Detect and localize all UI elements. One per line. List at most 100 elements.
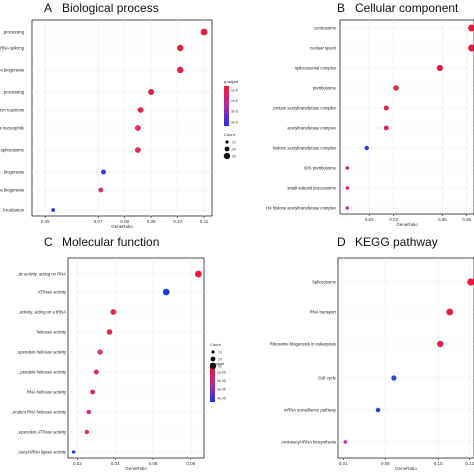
category-label: Aminoacyl-tRNA biosynthesis	[281, 440, 336, 445]
legend-size-label: 20	[218, 357, 222, 361]
x-tick-label: 0.13	[465, 461, 474, 466]
category-label: preribosome	[313, 86, 337, 91]
data-point	[90, 389, 95, 395]
category-label: acetyltransferase complex	[287, 126, 337, 131]
legend-size-dot	[209, 362, 217, 370]
data-point	[137, 107, 144, 113]
category-label: nuclear speck	[310, 46, 337, 51]
x-axis-title: GeneRatio	[111, 224, 133, 229]
category-label: RNA helicase activity	[27, 390, 67, 395]
category-label: centrosome	[314, 26, 337, 31]
x-tick-label: 0.10	[173, 219, 182, 224]
data-point	[97, 349, 103, 355]
data-point	[177, 66, 184, 74]
x-tick-label: 0.02	[73, 461, 82, 466]
legend-color-tick: 4e-5	[231, 120, 238, 124]
category-label: ..activity, acting on a tRNA	[17, 310, 66, 315]
data-point	[162, 288, 170, 296]
legend-color-title: p.adjust	[210, 361, 225, 366]
panel-d: D KEGG pathway 0.01 0.05 0.10 0.13 Spliceosome…	[270, 235, 474, 471]
category-label: helicase activity	[37, 330, 67, 335]
category-label: ..RNA splicing	[0, 46, 25, 51]
x-axis-title: GeneRatio	[125, 466, 147, 471]
category-label: ..biogenesis	[2, 170, 24, 175]
category-label: ..localization	[1, 208, 25, 213]
legend-color-tick: 2e-05	[217, 379, 226, 383]
category-label: ..processing	[1, 30, 24, 35]
category-label: spliceosomal complex	[295, 66, 337, 71]
legend-size-dot	[224, 146, 230, 152]
legend: p.adjust 1e-05 2e-05 3e-05 4e-05 Count 10 20 30	[209, 342, 226, 402]
x-tick-label: 0.05	[381, 461, 390, 466]
plot-frame	[67, 257, 205, 459]
legend-color-tick: 1e-05	[217, 370, 226, 374]
category-label: Ribosome biogenesis in eukaryotes	[270, 342, 336, 347]
data-point	[200, 28, 208, 36]
category-label: small-subunit processome	[287, 186, 336, 191]
category-label: ..tic activity, acting on RNA	[17, 272, 67, 277]
data-point	[148, 89, 155, 95]
panel-letter: D	[337, 235, 346, 249]
panel-letter: B	[337, 1, 345, 15]
panel-title: Cellular component	[355, 1, 459, 15]
x-tick-label: 0.02	[365, 217, 374, 222]
legend-color-title: p.adjust	[224, 79, 239, 84]
legend-color-tick: 4e-05	[217, 396, 226, 400]
legend-size-label: 10	[232, 140, 236, 144]
category-label: ..complex biogenesis	[0, 68, 24, 73]
legend-size-title: Count	[224, 132, 236, 137]
panel-title: KEGG pathway	[355, 235, 438, 249]
x-tick-label: 0.08	[120, 219, 129, 224]
data-point	[391, 375, 397, 381]
category-label: histone acetyltransferase complex	[273, 146, 337, 151]
panel-title: Biological process	[62, 1, 159, 15]
legend-size-label: 30	[232, 154, 236, 158]
data-point	[84, 429, 90, 435]
data-point	[437, 340, 444, 348]
x-tick-label: 0.05	[41, 219, 50, 224]
data-point	[134, 125, 141, 131]
data-point	[345, 186, 350, 190]
data-point	[134, 147, 141, 153]
x-tick-label: 0.05	[438, 217, 447, 222]
category-label: 90S preribosome	[304, 166, 337, 171]
data-point	[71, 450, 76, 454]
x-tick-label: 0.01	[339, 461, 348, 466]
panel-b: B Cellular component 0.02 0.03 0.05 0.06 centr…	[266, 1, 474, 227]
category-label: ..endent RNA helicase activity	[11, 410, 67, 415]
x-axis-title: GeneRatio	[395, 466, 417, 471]
category-label: ..transesterification reactions with bul…	[0, 126, 25, 131]
x-tick-label: 0.09	[147, 219, 156, 224]
category-label: ..processing	[1, 90, 24, 95]
legend-size-label: 20	[232, 147, 236, 151]
x-tick-label: 0.07	[94, 219, 103, 224]
data-point	[375, 407, 381, 413]
data-point	[468, 44, 474, 52]
plot-frame	[31, 19, 213, 217]
data-point	[177, 44, 184, 52]
data-point	[86, 409, 92, 415]
panel-a: A Biological process 0.05 0.07 0.08 0.09 0.10 0…	[0, 1, 239, 229]
legend-colorbar	[210, 368, 215, 402]
data-point	[468, 24, 474, 32]
x-tick-label: 0.06	[462, 217, 471, 222]
data-point	[51, 208, 56, 212]
data-point	[98, 187, 104, 193]
x-tick-label: 0.03	[389, 217, 398, 222]
data-point	[345, 206, 350, 210]
category-label: Cell cycle	[318, 376, 337, 381]
category-label: ..ribosome biogenesis	[0, 188, 24, 193]
data-point	[436, 64, 443, 72]
x-tick-label: 0.08	[186, 461, 195, 466]
legend-color-tick: 3e-5	[231, 110, 238, 114]
data-point	[93, 369, 99, 375]
data-point	[106, 329, 113, 335]
legend-size-dot	[210, 356, 216, 362]
category-label: RNA transport	[310, 310, 337, 315]
category-label: mRNA surveillance pathway	[284, 408, 337, 413]
x-tick-label: 0.06	[149, 461, 158, 466]
legend-size-title: Count	[210, 342, 222, 347]
x-tick-label: 0.10	[434, 461, 443, 466]
legend-size-dot	[211, 350, 215, 354]
